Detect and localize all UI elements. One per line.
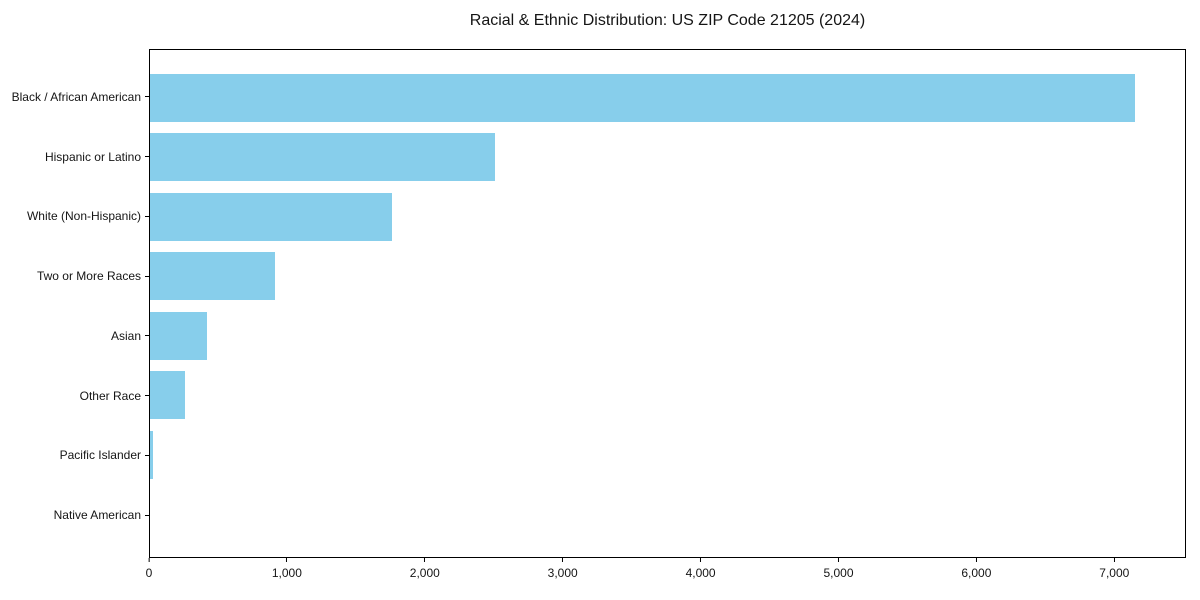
x-tick-label: 5,000 — [823, 566, 854, 580]
x-tick-mark — [424, 558, 426, 562]
x-tick-label: 7,000 — [1099, 566, 1130, 580]
x-tick-mark — [700, 558, 702, 562]
bar-row — [150, 247, 1185, 307]
bar — [150, 133, 496, 182]
x-tick-label: 2,000 — [409, 566, 440, 580]
bar — [150, 311, 208, 360]
y-label-row: Two or More Races — [0, 246, 149, 306]
y-tick-mark — [145, 215, 149, 217]
y-label-row: Black / African American — [0, 67, 149, 127]
bar — [150, 371, 186, 420]
x-tick-mark — [562, 558, 564, 562]
y-tick-mark — [145, 275, 149, 277]
y-tick-label: Two or More Races — [36, 269, 141, 284]
y-tick-mark — [145, 514, 149, 516]
y-tick-mark — [145, 156, 149, 158]
bar — [150, 430, 154, 479]
x-tick-label: 1,000 — [271, 566, 302, 580]
y-tick-label: Hispanic or Latino — [44, 149, 141, 164]
y-tick-mark — [145, 395, 149, 397]
y-tick-label: Pacific Islander — [59, 448, 141, 463]
y-tick-mark — [145, 335, 149, 337]
chart-title: Racial & Ethnic Distribution: US ZIP Cod… — [469, 12, 866, 29]
x-tick: 7,000 — [1099, 558, 1129, 580]
y-tick-label: Other Race — [79, 388, 141, 403]
x-tick: 0 — [145, 558, 153, 580]
x-tick-label: 3,000 — [547, 566, 578, 580]
x-tick-label: 6,000 — [961, 566, 992, 580]
x-tick-label: 0 — [145, 566, 153, 580]
y-label-row: Hispanic or Latino — [0, 127, 149, 187]
bar-row — [150, 425, 1185, 485]
y-label-row: Asian — [0, 306, 149, 366]
bar — [150, 192, 393, 241]
y-tick-label: Native American — [53, 508, 141, 523]
x-tick: 1,000 — [272, 558, 302, 580]
y-label-row: Other Race — [0, 366, 149, 426]
y-tick-label: Asian — [110, 328, 141, 343]
bar-row — [150, 187, 1185, 247]
x-tick-mark — [148, 558, 150, 562]
y-label-row: Native American — [0, 485, 149, 545]
bar — [150, 73, 1136, 122]
y-tick-mark — [145, 96, 149, 98]
plot-area — [149, 49, 1186, 558]
x-tick-mark — [837, 558, 839, 562]
bar-row — [150, 366, 1185, 426]
bar-row — [150, 306, 1185, 366]
x-tick: 4,000 — [686, 558, 716, 580]
bar-row — [150, 485, 1185, 545]
x-tick: 6,000 — [961, 558, 991, 580]
bar — [150, 252, 275, 301]
x-tick: 3,000 — [548, 558, 578, 580]
x-axis: 0 1,000 2,000 3,000 4,000 5,000 6,000 7,000 — [145, 558, 1186, 590]
bars-container — [150, 50, 1185, 557]
y-label-row: White (Non-Hispanic) — [0, 187, 149, 247]
y-axis-labels: Black / African American Hispanic or Lati… — [0, 49, 149, 558]
y-tick-mark — [145, 454, 149, 456]
x-tick: 5,000 — [823, 558, 854, 580]
x-tick-mark — [975, 558, 977, 562]
y-tick-label: White (Non-Hispanic) — [26, 209, 141, 224]
x-tick-label: 4,000 — [685, 566, 716, 580]
x-tick-mark — [1113, 558, 1115, 562]
bar-row — [150, 128, 1185, 188]
x-tick-mark — [286, 558, 288, 562]
x-tick: 2,000 — [410, 558, 440, 580]
bar-row — [150, 68, 1185, 128]
y-label-row: Pacific Islander — [0, 426, 149, 486]
y-tick-label: Black / African American — [11, 89, 141, 104]
